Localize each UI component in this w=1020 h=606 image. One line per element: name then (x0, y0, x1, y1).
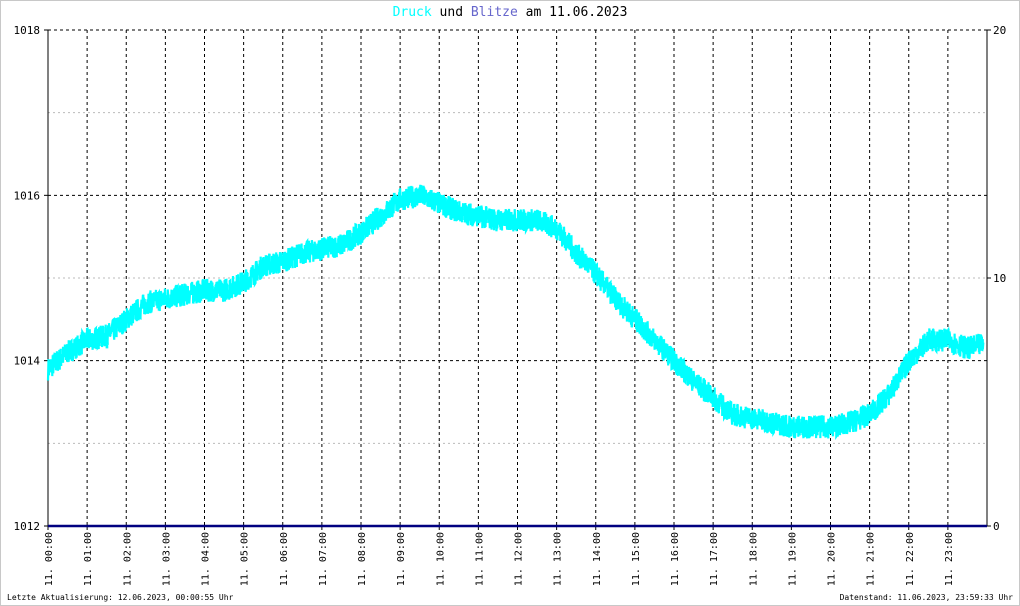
chart-title: Druck und Blitze am 11.06.2023 (0, 5, 1020, 20)
data-status-text: Datenstand: 11.06.2023, 23:59:33 Uhr (839, 593, 1013, 602)
x-tick-label: 11. 10:00 (435, 532, 446, 586)
x-tick-label: 11. 22:00 (905, 532, 916, 586)
y-left-tick-label: 1018 (14, 24, 41, 37)
x-tick-label: 11. 08:00 (357, 532, 368, 586)
x-tick-label: 11. 07:00 (318, 532, 329, 586)
x-tick-label: 11. 05:00 (240, 532, 251, 586)
series-druck-line (46, 184, 985, 441)
x-tick-label: 11. 17:00 (709, 532, 720, 586)
x-tick-label: 11. 11:00 (474, 532, 485, 586)
x-tick-label: 11. 06:00 (279, 532, 290, 586)
x-tick-label: 11. 02:00 (122, 532, 133, 586)
x-tick-label: 11. 04:00 (201, 532, 212, 586)
title-date: am 11.06.2023 (517, 5, 628, 20)
y-left-tick-label: 1016 (14, 189, 41, 202)
y-right-tick-label: 20 (993, 24, 1006, 37)
x-tick-label: 11. 20:00 (827, 532, 838, 586)
title-und: und (431, 5, 471, 20)
x-tick-label: 11. 15:00 (631, 532, 642, 586)
y-right-tick-label: 0 (993, 520, 1000, 533)
x-tick-label: 11. 18:00 (748, 532, 759, 586)
x-tick-label: 11. 14:00 (592, 532, 603, 586)
y-left-tick-label: 1014 (14, 355, 41, 368)
y-left-tick-label: 1012 (14, 520, 41, 533)
x-tick-label: 11. 16:00 (670, 532, 681, 586)
x-tick-label: 11. 03:00 (161, 532, 172, 586)
y-right-tick-label: 10 (993, 272, 1006, 285)
last-update-text: Letzte Aktualisierung: 12.06.2023, 00:00… (7, 593, 234, 602)
x-tick-label: 11. 19:00 (787, 532, 798, 586)
x-tick-label: 11. 00:00 (44, 532, 55, 586)
title-druck: Druck (392, 5, 432, 20)
x-tick-label: 11. 13:00 (553, 532, 564, 586)
x-tick-label: 11. 23:00 (944, 532, 955, 586)
title-blitze: Blitze (470, 5, 518, 20)
x-tick-label: 11. 12:00 (514, 532, 525, 586)
x-tick-label: 11. 09:00 (396, 532, 407, 586)
x-tick-label: 11. 21:00 (866, 532, 877, 586)
x-tick-label: 11. 01:00 (83, 532, 94, 586)
